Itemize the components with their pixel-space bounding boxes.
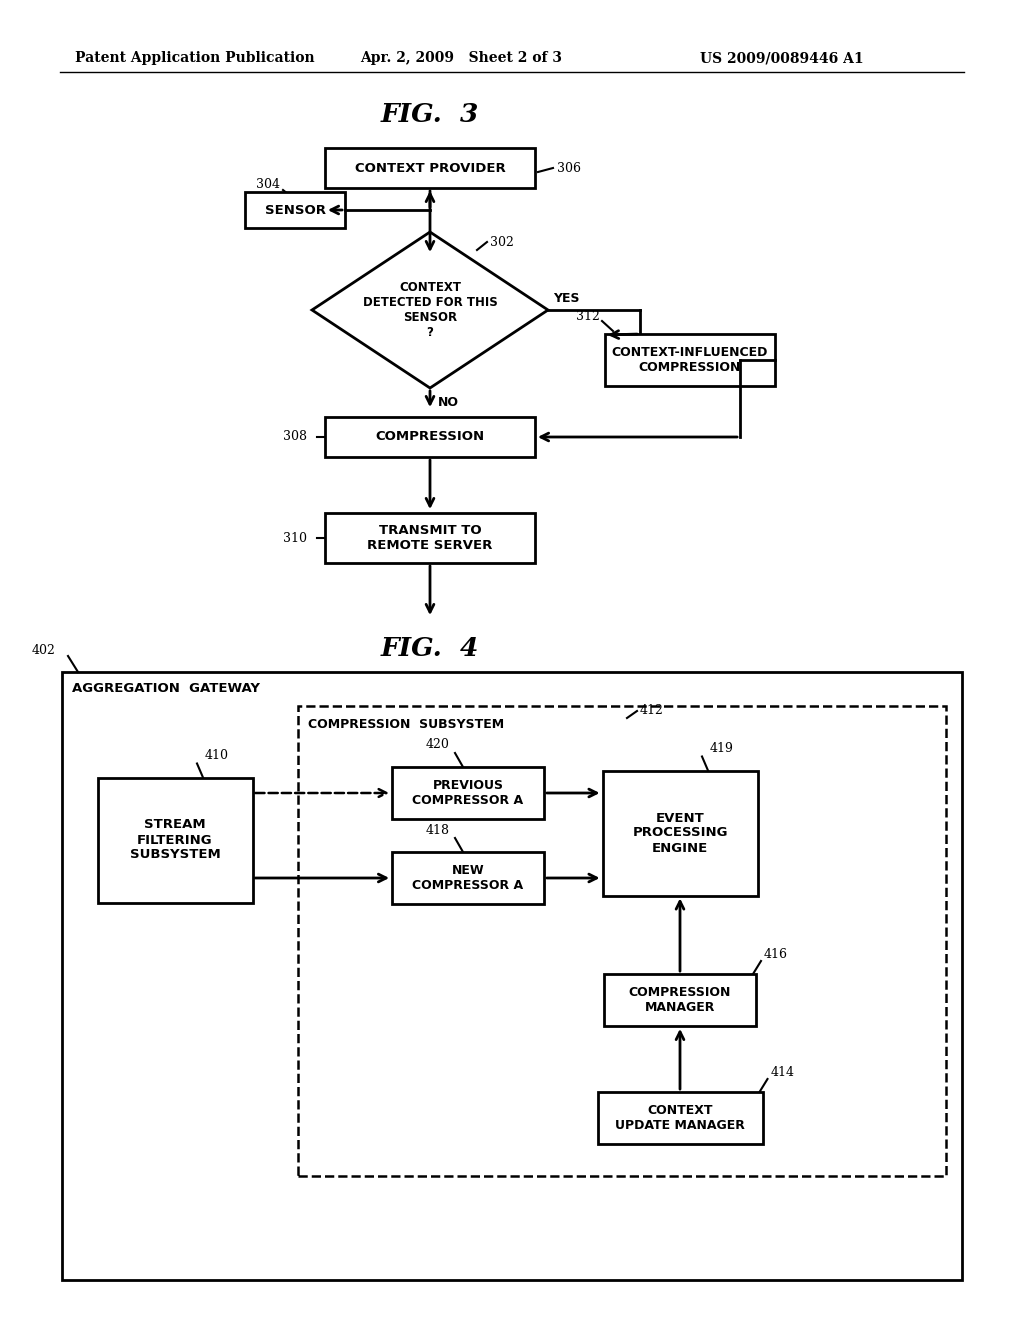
Text: PREVIOUS
COMPRESSOR A: PREVIOUS COMPRESSOR A	[413, 779, 523, 807]
Text: 402: 402	[32, 644, 56, 656]
Text: CONTEXT PROVIDER: CONTEXT PROVIDER	[354, 161, 506, 174]
Text: 418: 418	[426, 824, 450, 837]
Text: 304: 304	[256, 178, 280, 191]
Text: FIG.  4: FIG. 4	[381, 635, 479, 660]
Text: EVENT
PROCESSING
ENGINE: EVENT PROCESSING ENGINE	[632, 812, 728, 854]
Text: US 2009/0089446 A1: US 2009/0089446 A1	[700, 51, 863, 65]
Text: 312: 312	[577, 309, 600, 322]
FancyBboxPatch shape	[392, 767, 544, 818]
Text: TRANSMIT TO
REMOTE SERVER: TRANSMIT TO REMOTE SERVER	[368, 524, 493, 552]
FancyBboxPatch shape	[605, 334, 775, 385]
Text: CONTEXT
DETECTED FOR THIS
SENSOR
?: CONTEXT DETECTED FOR THIS SENSOR ?	[362, 281, 498, 339]
Text: 308: 308	[283, 430, 307, 444]
FancyBboxPatch shape	[325, 148, 535, 187]
Text: NO: NO	[438, 396, 459, 408]
Text: 420: 420	[426, 738, 450, 751]
Text: STREAM
FILTERING
SUBSYSTEM: STREAM FILTERING SUBSYSTEM	[130, 818, 220, 862]
FancyBboxPatch shape	[62, 672, 962, 1280]
Text: Apr. 2, 2009   Sheet 2 of 3: Apr. 2, 2009 Sheet 2 of 3	[360, 51, 562, 65]
FancyBboxPatch shape	[602, 771, 758, 895]
FancyBboxPatch shape	[325, 417, 535, 457]
Text: NEW
COMPRESSOR A: NEW COMPRESSOR A	[413, 865, 523, 892]
Text: 302: 302	[490, 235, 514, 248]
Text: COMPRESSION
MANAGER: COMPRESSION MANAGER	[629, 986, 731, 1014]
Text: Patent Application Publication: Patent Application Publication	[75, 51, 314, 65]
FancyBboxPatch shape	[325, 513, 535, 564]
Text: CONTEXT
UPDATE MANAGER: CONTEXT UPDATE MANAGER	[615, 1104, 744, 1133]
Text: 410: 410	[205, 748, 229, 762]
Text: 412: 412	[640, 705, 664, 718]
Text: 414: 414	[770, 1065, 795, 1078]
Text: SENSOR: SENSOR	[264, 203, 326, 216]
FancyBboxPatch shape	[97, 777, 253, 903]
Text: CONTEXT-INFLUENCED
COMPRESSION: CONTEXT-INFLUENCED COMPRESSION	[611, 346, 768, 374]
Text: AGGREGATION  GATEWAY: AGGREGATION GATEWAY	[72, 681, 260, 694]
Text: FIG.  3: FIG. 3	[381, 103, 479, 128]
Text: COMPRESSION  SUBSYSTEM: COMPRESSION SUBSYSTEM	[308, 718, 504, 730]
Text: 419: 419	[710, 742, 734, 755]
Text: YES: YES	[553, 292, 580, 305]
FancyBboxPatch shape	[245, 191, 345, 228]
Text: 306: 306	[557, 161, 581, 174]
Text: COMPRESSION: COMPRESSION	[376, 430, 484, 444]
Text: 416: 416	[764, 948, 788, 961]
FancyBboxPatch shape	[392, 851, 544, 904]
Polygon shape	[312, 232, 548, 388]
FancyBboxPatch shape	[604, 974, 756, 1026]
Text: 310: 310	[283, 532, 307, 544]
FancyBboxPatch shape	[597, 1092, 763, 1144]
